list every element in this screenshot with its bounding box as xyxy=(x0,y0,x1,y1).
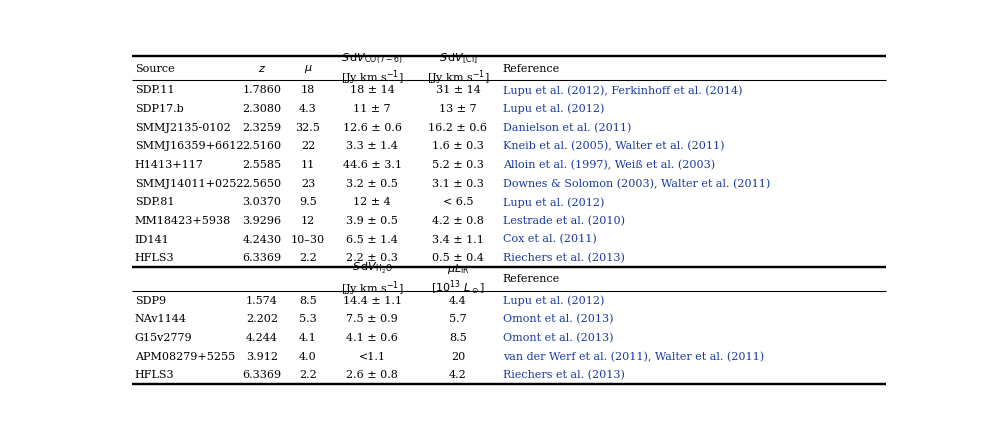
Text: ID141: ID141 xyxy=(135,234,170,244)
Text: Riechers et al. (2013): Riechers et al. (2013) xyxy=(502,369,624,380)
Text: Omont et al. (2013): Omont et al. (2013) xyxy=(502,314,613,324)
Text: 2.6 ± 0.8: 2.6 ± 0.8 xyxy=(346,370,398,380)
Text: HFLS3: HFLS3 xyxy=(135,253,175,263)
Text: 4.1: 4.1 xyxy=(299,332,316,342)
Text: 5.3: 5.3 xyxy=(299,314,316,324)
Text: 4.2430: 4.2430 xyxy=(242,234,281,244)
Text: H1413+117: H1413+117 xyxy=(135,160,203,170)
Text: 3.9296: 3.9296 xyxy=(242,215,281,225)
Text: 1.7860: 1.7860 xyxy=(242,85,281,95)
Text: 2.2: 2.2 xyxy=(299,253,316,263)
Text: Reference: Reference xyxy=(502,274,559,284)
Text: <1.1: <1.1 xyxy=(358,351,386,361)
Text: 0.5 ± 0.4: 0.5 ± 0.4 xyxy=(432,253,483,263)
Text: 2.2: 2.2 xyxy=(299,370,316,380)
Text: 22: 22 xyxy=(301,141,314,151)
Text: $S\,\mathrm{d}V_{\mathrm{[CI]}}$
[Jy km s$^{-1}$]: $S\,\mathrm{d}V_{\mathrm{[CI]}}$ [Jy km … xyxy=(427,51,489,87)
Text: 3.9 ± 0.5: 3.9 ± 0.5 xyxy=(346,215,398,225)
Text: 3.912: 3.912 xyxy=(246,351,278,361)
Text: 11 ± 7: 11 ± 7 xyxy=(353,104,391,114)
Text: 6.3369: 6.3369 xyxy=(242,253,281,263)
Text: 5.7: 5.7 xyxy=(448,314,466,324)
Text: SDP17.b: SDP17.b xyxy=(135,104,184,114)
Text: 2.202: 2.202 xyxy=(246,314,278,324)
Text: Alloin et al. (1997), Weiß et al. (2003): Alloin et al. (1997), Weiß et al. (2003) xyxy=(502,160,714,170)
Text: < 6.5: < 6.5 xyxy=(442,197,473,207)
Text: Kneib et al. (2005), Walter et al. (2011): Kneib et al. (2005), Walter et al. (2011… xyxy=(502,141,723,151)
Text: 4.3: 4.3 xyxy=(299,104,316,114)
Text: 2.5585: 2.5585 xyxy=(242,160,281,170)
Text: 3.3 ± 1.4: 3.3 ± 1.4 xyxy=(346,141,398,151)
Text: Cox et al. (2011): Cox et al. (2011) xyxy=(502,234,596,244)
Text: 31 ± 14: 31 ± 14 xyxy=(435,85,480,95)
Text: 4.2 ± 0.8: 4.2 ± 0.8 xyxy=(432,215,483,225)
Text: $S\,\mathrm{d}V_{\mathrm{CO(7-6)}}$
[Jy km s$^{-1}$]: $S\,\mathrm{d}V_{\mathrm{CO(7-6)}}$ [Jy … xyxy=(340,51,403,87)
Text: G15v2779: G15v2779 xyxy=(135,332,192,342)
Text: 4.244: 4.244 xyxy=(246,332,278,342)
Text: 44.6 ± 3.1: 44.6 ± 3.1 xyxy=(342,160,402,170)
Text: 2.3259: 2.3259 xyxy=(242,122,281,132)
Text: $\mu L_{\mathrm{IR}}$
[$10^{13}$ $L_\odot$]: $\mu L_{\mathrm{IR}}$ [$10^{13}$ $L_\odo… xyxy=(431,261,484,296)
Text: 3.4 ± 1.1: 3.4 ± 1.1 xyxy=(432,234,483,244)
Text: 9.5: 9.5 xyxy=(299,197,316,207)
Text: Reference: Reference xyxy=(502,64,559,74)
Text: $S\,\mathrm{d}V_{\mathrm{H_2O}}$
[Jy km s$^{-1}$]: $S\,\mathrm{d}V_{\mathrm{H_2O}}$ [Jy km … xyxy=(340,261,403,297)
Text: 2.5650: 2.5650 xyxy=(242,178,281,188)
Text: 1.574: 1.574 xyxy=(246,295,278,305)
Text: SDP.81: SDP.81 xyxy=(135,197,175,207)
Text: SDP.11: SDP.11 xyxy=(135,85,175,95)
Text: 1.6 ± 0.3: 1.6 ± 0.3 xyxy=(432,141,483,151)
Text: 20: 20 xyxy=(450,351,465,361)
Text: 4.4: 4.4 xyxy=(448,295,466,305)
Text: 18: 18 xyxy=(301,85,314,95)
Text: SMMJ16359+6612: SMMJ16359+6612 xyxy=(135,141,243,151)
Text: 2.3080: 2.3080 xyxy=(242,104,281,114)
Text: 3.2 ± 0.5: 3.2 ± 0.5 xyxy=(346,178,398,188)
Text: 11: 11 xyxy=(301,160,314,170)
Text: van der Werf et al. (2011), Walter et al. (2011): van der Werf et al. (2011), Walter et al… xyxy=(502,351,763,361)
Text: 12.6 ± 0.6: 12.6 ± 0.6 xyxy=(342,122,402,132)
Text: APM08279+5255: APM08279+5255 xyxy=(135,351,235,361)
Text: Riechers et al. (2013): Riechers et al. (2013) xyxy=(502,253,624,263)
Text: $\mu$: $\mu$ xyxy=(304,63,312,75)
Text: Lestrade et al. (2010): Lestrade et al. (2010) xyxy=(502,215,624,226)
Text: 4.0: 4.0 xyxy=(299,351,316,361)
Text: 2.2 ± 0.3: 2.2 ± 0.3 xyxy=(346,253,398,263)
Text: Omont et al. (2013): Omont et al. (2013) xyxy=(502,332,613,342)
Text: SMMJ14011+0252: SMMJ14011+0252 xyxy=(135,178,243,188)
Text: 23: 23 xyxy=(301,178,314,188)
Text: Lupu et al. (2012), Ferkinhoff et al. (2014): Lupu et al. (2012), Ferkinhoff et al. (2… xyxy=(502,85,742,95)
Text: 10–30: 10–30 xyxy=(291,234,324,244)
Text: SDP9: SDP9 xyxy=(135,295,166,305)
Text: 32.5: 32.5 xyxy=(296,122,320,132)
Text: 3.1 ± 0.3: 3.1 ± 0.3 xyxy=(432,178,483,188)
Text: Lupu et al. (2012): Lupu et al. (2012) xyxy=(502,197,603,207)
Text: 12 ± 4: 12 ± 4 xyxy=(353,197,391,207)
Text: 14.4 ± 1.1: 14.4 ± 1.1 xyxy=(342,295,402,305)
Text: SMMJ2135-0102: SMMJ2135-0102 xyxy=(135,122,230,132)
Text: Lupu et al. (2012): Lupu et al. (2012) xyxy=(502,295,603,305)
Text: HFLS3: HFLS3 xyxy=(135,370,175,380)
Text: 6.5 ± 1.4: 6.5 ± 1.4 xyxy=(346,234,398,244)
Text: MM18423+5938: MM18423+5938 xyxy=(135,215,231,225)
Text: 4.2: 4.2 xyxy=(448,370,466,380)
Text: 8.5: 8.5 xyxy=(448,332,466,342)
Text: 7.5 ± 0.9: 7.5 ± 0.9 xyxy=(346,314,398,324)
Text: 6.3369: 6.3369 xyxy=(242,370,281,380)
Text: 2.5160: 2.5160 xyxy=(242,141,281,151)
Text: Lupu et al. (2012): Lupu et al. (2012) xyxy=(502,104,603,114)
Text: 18 ± 14: 18 ± 14 xyxy=(349,85,395,95)
Text: 13 ± 7: 13 ± 7 xyxy=(438,104,476,114)
Text: Danielson et al. (2011): Danielson et al. (2011) xyxy=(502,122,631,133)
Text: $z$: $z$ xyxy=(258,64,266,74)
Text: 12: 12 xyxy=(301,215,314,225)
Text: NAv1144: NAv1144 xyxy=(135,314,186,324)
Text: Downes & Solomon (2003), Walter et al. (2011): Downes & Solomon (2003), Walter et al. (… xyxy=(502,178,770,188)
Text: 8.5: 8.5 xyxy=(299,295,316,305)
Text: Source: Source xyxy=(135,64,175,74)
Text: 3.0370: 3.0370 xyxy=(242,197,281,207)
Text: 5.2 ± 0.3: 5.2 ± 0.3 xyxy=(432,160,483,170)
Text: 16.2 ± 0.6: 16.2 ± 0.6 xyxy=(429,122,487,132)
Text: 4.1 ± 0.6: 4.1 ± 0.6 xyxy=(346,332,398,342)
